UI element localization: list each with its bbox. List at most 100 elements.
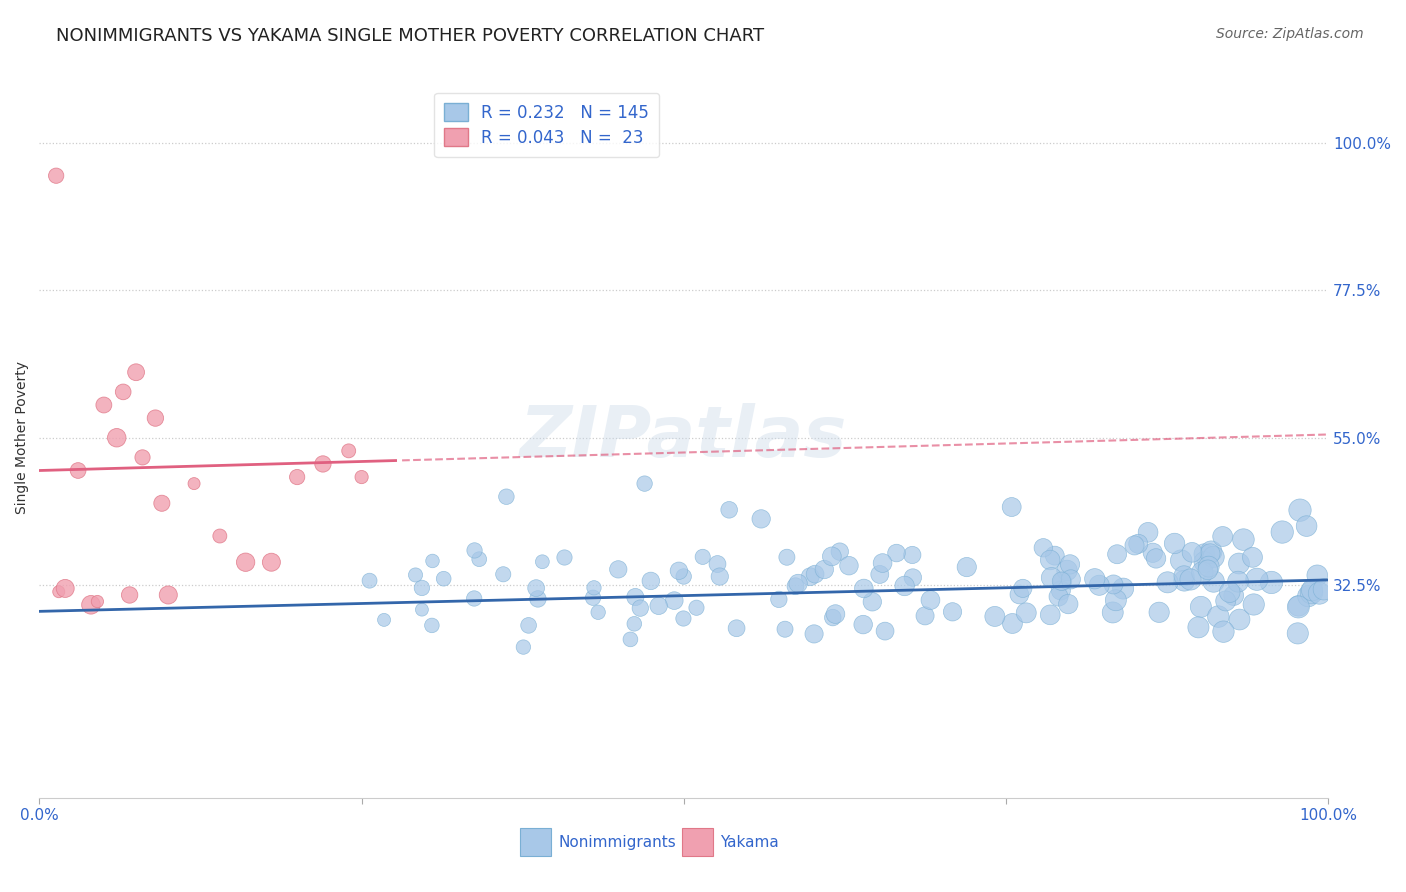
- Point: [1050, 583, 1073, 598]
- Point: [405, 568, 427, 582]
- Point: [787, 576, 810, 591]
- Point: [512, 640, 534, 654]
- Point: [1102, 577, 1125, 591]
- Point: [647, 599, 669, 613]
- Point: [285, 470, 308, 484]
- Point: [1156, 575, 1178, 590]
- Point: [145, 411, 167, 425]
- Point: [1040, 571, 1063, 585]
- Point: [1187, 620, 1209, 634]
- Point: [1181, 545, 1204, 559]
- Point: [1219, 585, 1241, 599]
- Point: [956, 560, 979, 574]
- Point: [1301, 585, 1323, 599]
- Point: [93, 398, 115, 412]
- Legend: R = 0.232   N = 145, R = 0.043   N =  23: R = 0.232 N = 145, R = 0.043 N = 23: [434, 93, 659, 157]
- Point: [582, 581, 605, 595]
- Point: [118, 588, 141, 602]
- Point: [359, 574, 381, 588]
- Point: [1301, 583, 1323, 598]
- Point: [785, 579, 807, 593]
- Point: [125, 365, 148, 379]
- Point: [1043, 549, 1066, 563]
- Point: [411, 581, 433, 595]
- Point: [1052, 574, 1074, 589]
- Point: [422, 554, 444, 568]
- Point: [464, 543, 486, 558]
- Point: [619, 632, 641, 647]
- Point: [1229, 613, 1251, 627]
- Point: [1147, 605, 1170, 619]
- Text: Source: ZipAtlas.com: Source: ZipAtlas.com: [1216, 27, 1364, 41]
- Point: [803, 627, 825, 641]
- Point: [869, 567, 891, 582]
- Y-axis label: Single Mother Poverty: Single Mother Poverty: [15, 361, 30, 515]
- Point: [838, 558, 860, 573]
- Point: [1243, 598, 1265, 612]
- Point: [672, 611, 695, 625]
- Text: ZIPatlas: ZIPatlas: [520, 403, 848, 472]
- Point: [1227, 557, 1250, 571]
- Point: [852, 582, 875, 596]
- Point: [235, 555, 257, 569]
- Point: [582, 591, 605, 605]
- Point: [1170, 553, 1192, 567]
- Point: [1180, 573, 1202, 587]
- Point: [131, 450, 153, 465]
- Point: [150, 496, 173, 510]
- Point: [463, 591, 485, 606]
- Point: [804, 567, 827, 582]
- Point: [1197, 563, 1219, 577]
- Point: [872, 556, 894, 570]
- Point: [86, 594, 108, 608]
- Point: [920, 593, 942, 607]
- Point: [45, 169, 67, 183]
- Point: [1260, 575, 1282, 590]
- Point: [628, 601, 651, 615]
- Point: [433, 572, 456, 586]
- Point: [749, 512, 772, 526]
- Point: [183, 476, 205, 491]
- Point: [1088, 578, 1111, 592]
- Text: NONIMMIGRANTS VS YAKAMA SINGLE MOTHER POVERTY CORRELATION CHART: NONIMMIGRANTS VS YAKAMA SINGLE MOTHER PO…: [56, 27, 765, 45]
- Point: [1313, 582, 1336, 597]
- Point: [901, 548, 924, 562]
- Point: [1202, 549, 1225, 564]
- Point: [901, 570, 924, 584]
- Point: [67, 463, 90, 477]
- Point: [1032, 541, 1054, 555]
- Point: [1227, 574, 1250, 589]
- Point: [1189, 599, 1212, 614]
- Point: [860, 595, 883, 609]
- Point: [1039, 553, 1062, 567]
- Point: [112, 384, 135, 399]
- Point: [873, 624, 896, 639]
- Point: [492, 567, 515, 582]
- Point: [524, 581, 547, 595]
- Point: [1296, 589, 1319, 603]
- Point: [984, 609, 1007, 624]
- Point: [1056, 563, 1078, 577]
- Point: [1289, 503, 1312, 517]
- Point: [527, 591, 550, 606]
- Point: [1286, 626, 1309, 640]
- Point: [553, 550, 575, 565]
- Point: [1011, 582, 1033, 596]
- Point: [1232, 533, 1254, 547]
- Point: [420, 618, 443, 632]
- Point: [1128, 537, 1150, 551]
- Point: [1202, 574, 1225, 589]
- Point: [1212, 529, 1234, 543]
- Point: [1222, 589, 1244, 603]
- Point: [852, 617, 875, 632]
- Point: [799, 570, 821, 584]
- Point: [1246, 572, 1268, 586]
- Point: [1241, 550, 1264, 565]
- Point: [1144, 551, 1167, 566]
- Point: [1194, 547, 1216, 561]
- Point: [709, 569, 731, 583]
- Point: [1212, 624, 1234, 639]
- Point: [350, 470, 373, 484]
- Point: [672, 569, 695, 583]
- Point: [1208, 609, 1230, 624]
